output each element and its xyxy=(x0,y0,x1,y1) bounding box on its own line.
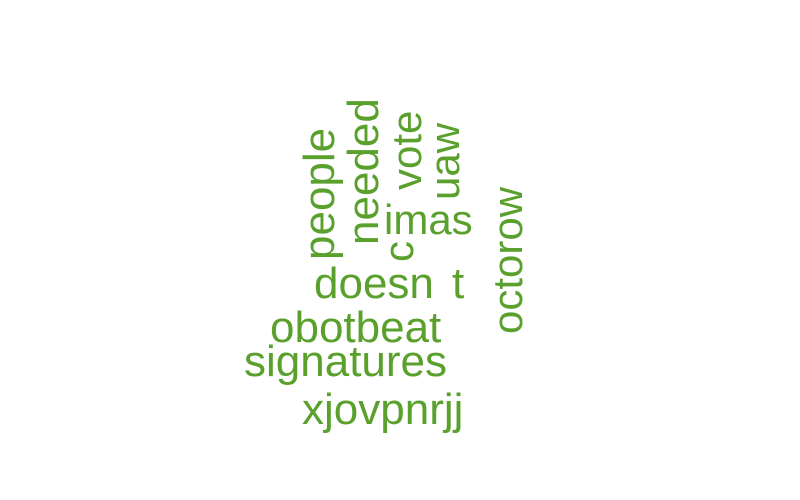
word-doesn: doesn xyxy=(314,259,434,308)
word-xjovpnrjj: xjovpnrjj xyxy=(302,385,464,434)
word-needed: needed xyxy=(339,98,388,245)
word-obotbeat: obotbeat xyxy=(270,303,442,352)
word-t: t xyxy=(452,259,465,308)
word-signatures: signatures xyxy=(244,337,448,386)
word-uaw: uaw xyxy=(421,122,468,200)
word-imas: imas xyxy=(384,196,473,243)
word-octorow: octorow xyxy=(484,186,531,334)
word-people: people xyxy=(295,127,344,260)
